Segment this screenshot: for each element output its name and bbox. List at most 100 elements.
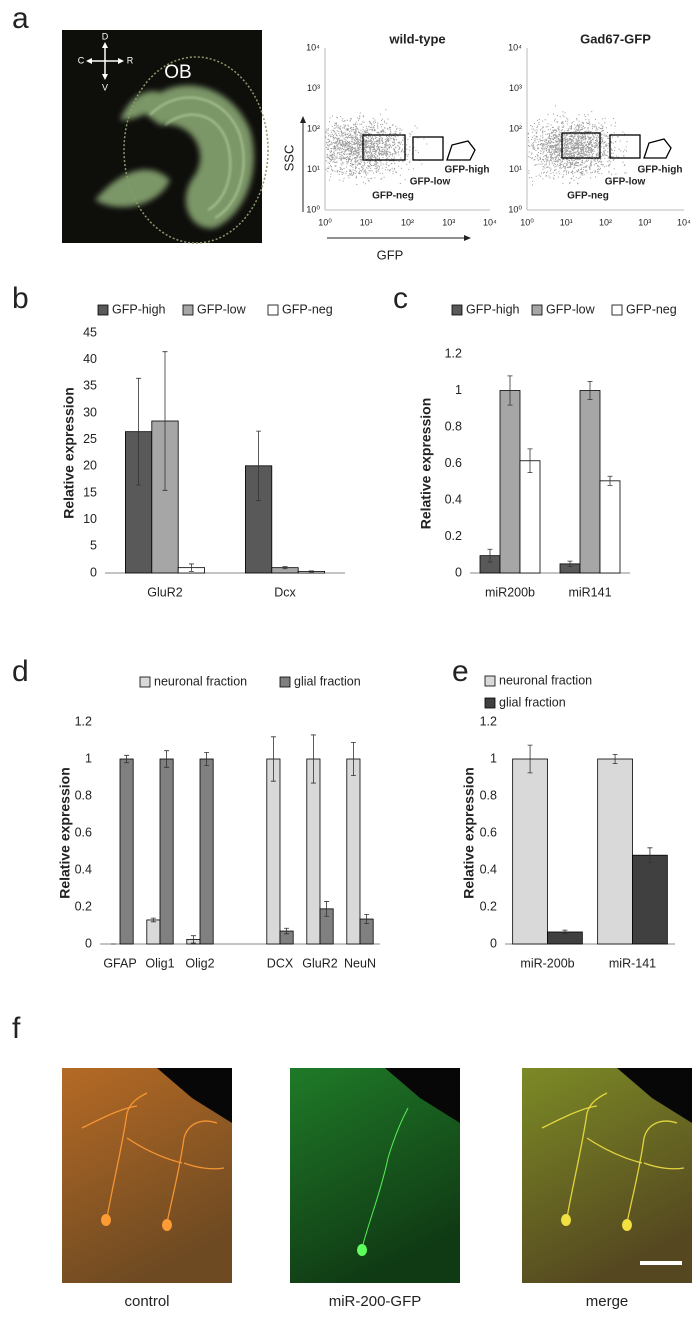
x-tick-label: 10⁰ <box>520 217 534 227</box>
y-tick-label: 10¹ <box>307 164 320 174</box>
x-tick-label: 10² <box>599 217 612 227</box>
y-tick-label: 0 <box>490 936 497 950</box>
neurite <box>541 1105 598 1129</box>
y-tick-label: 1 <box>85 751 92 765</box>
error-bar <box>190 935 196 944</box>
legend-swatch <box>484 697 496 709</box>
soma <box>622 1219 632 1231</box>
bar <box>346 758 361 945</box>
x-tick-label: GluR2 <box>147 585 182 599</box>
y-axis-label: Relative expression <box>461 767 477 899</box>
y-tick-label: 10⁴ <box>306 42 320 52</box>
gate-label: GFP-high <box>638 165 683 176</box>
legend-label: glial fraction <box>499 695 566 709</box>
legend-swatch <box>484 675 496 687</box>
panel-label: a <box>12 2 29 35</box>
gate-label: GFP-high <box>445 165 490 176</box>
y-tick-label: 0.6 <box>480 825 497 839</box>
bar <box>599 480 621 574</box>
y-tick-label: 0.8 <box>75 788 92 802</box>
y-tick-label: 40 <box>83 352 97 366</box>
facs-x-label: GFP <box>377 247 404 262</box>
y-tick-label: 20 <box>83 459 97 473</box>
y-tick-label: 0 <box>455 565 462 579</box>
y-tick-label: 0.6 <box>75 825 92 839</box>
compass-label: V <box>102 82 108 92</box>
legend-label: GFP-low <box>197 302 247 316</box>
y-tick-label: 0.6 <box>445 456 462 470</box>
error-bar <box>507 375 513 406</box>
neurite <box>81 1105 138 1129</box>
soma <box>561 1214 571 1226</box>
error-bar <box>124 754 130 764</box>
neurite <box>566 1092 608 1219</box>
plot-title: wild-type <box>388 31 445 46</box>
y-tick-label: 30 <box>83 405 97 419</box>
y-tick-label: 0.4 <box>480 862 497 876</box>
error-bar <box>364 914 370 925</box>
micrograph-dark <box>385 1068 460 1123</box>
legend-swatch <box>611 304 623 316</box>
micrograph <box>62 1068 232 1283</box>
bar <box>199 758 214 945</box>
legend-label: GFP-neg <box>626 302 677 316</box>
gate <box>446 140 476 161</box>
image-caption: miR-200-GFP <box>329 1293 422 1310</box>
error-bar <box>308 570 314 573</box>
x-tick-label: Olig1 <box>145 956 174 970</box>
panel-label: d <box>12 655 29 688</box>
y-tick-label: 0.4 <box>75 862 92 876</box>
error-bar <box>310 734 316 784</box>
neurite <box>106 1092 148 1219</box>
error-bar <box>350 741 356 777</box>
legend-label: GFP-high <box>466 302 520 316</box>
legend-swatch <box>279 676 291 688</box>
bar <box>519 460 541 574</box>
error-bar <box>282 566 288 570</box>
y-tick-label: 15 <box>83 485 97 499</box>
scale-bar <box>640 1261 682 1265</box>
y-tick-label: 10³ <box>307 83 320 93</box>
legend-label: neuronal fraction <box>154 674 247 688</box>
y-tick-label: 10 <box>83 512 97 526</box>
panel-label: c <box>393 282 408 315</box>
x-tick-label: 10³ <box>638 217 651 227</box>
micrograph-dark <box>617 1068 692 1123</box>
error-bar <box>204 752 210 766</box>
facs-y-label: SSC <box>281 145 296 172</box>
gate <box>643 138 672 159</box>
gate <box>609 134 641 159</box>
neurite <box>126 1137 183 1164</box>
error-bar <box>527 448 533 474</box>
legend-swatch <box>139 676 151 688</box>
neurite <box>586 1137 643 1164</box>
y-tick-label: 0.8 <box>445 419 462 433</box>
x-tick-label: miR-141 <box>609 956 656 970</box>
y-tick-label: 10¹ <box>509 164 522 174</box>
x-tick-label: miR200b <box>485 585 535 599</box>
y-axis-label: Relative expression <box>418 398 434 530</box>
gate-label: GFP-neg <box>567 191 609 202</box>
gate <box>412 136 444 161</box>
bar <box>146 919 161 945</box>
y-tick-label: 0.2 <box>480 899 497 913</box>
bar <box>597 758 633 945</box>
soma <box>357 1244 367 1256</box>
bar <box>266 758 281 945</box>
error-bar <box>487 548 493 563</box>
legend-swatch <box>451 304 463 316</box>
bar <box>579 390 601 574</box>
error-bar <box>562 929 568 935</box>
micrograph-dark <box>157 1068 232 1123</box>
gate <box>362 134 406 161</box>
x-tick-label: Dcx <box>274 585 296 599</box>
y-tick-label: 35 <box>83 379 97 393</box>
panel-label: b <box>12 282 29 315</box>
legend-label: GFP-neg <box>282 302 333 316</box>
error-bar <box>256 430 262 501</box>
compass-label: R <box>127 55 134 65</box>
y-tick-label: 0.2 <box>445 529 462 543</box>
image-caption: merge <box>586 1293 629 1310</box>
y-tick-label: 0.8 <box>480 788 497 802</box>
axis-arrow-head <box>464 235 471 241</box>
